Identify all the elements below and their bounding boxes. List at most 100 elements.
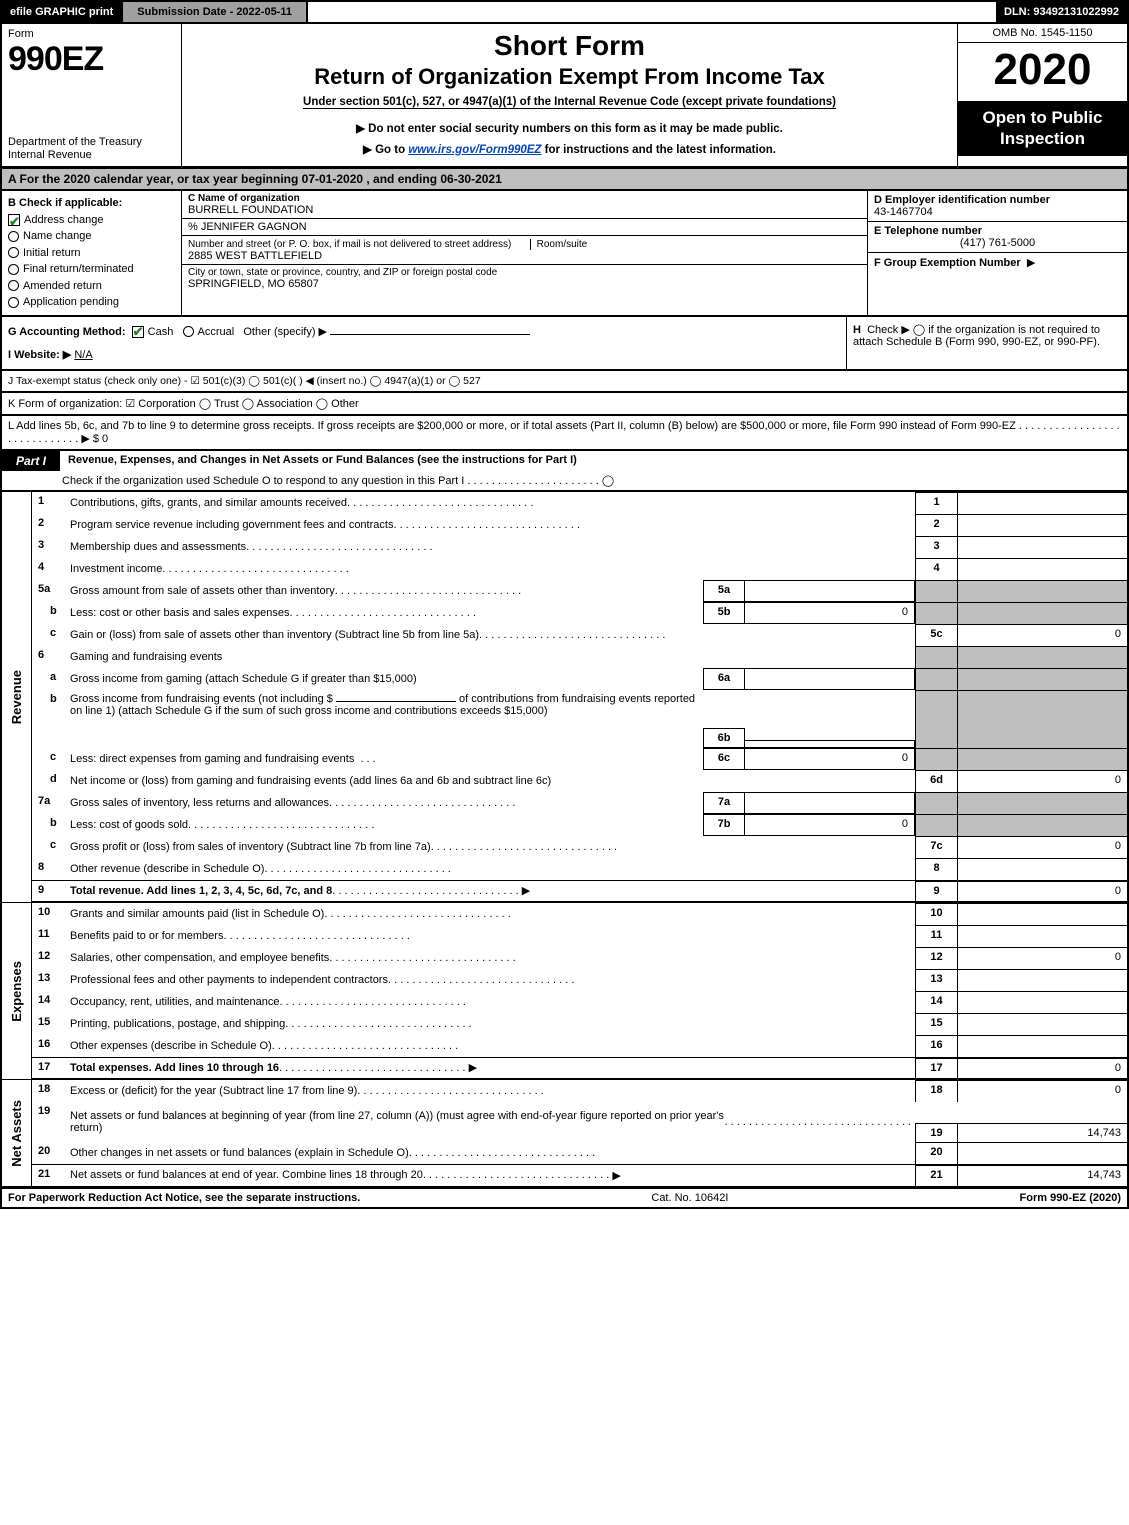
- line-5b-subvalue: 0: [745, 602, 915, 624]
- line-14-label: 14: [915, 991, 957, 1013]
- side-netassets: Net Assets: [2, 1080, 32, 1186]
- line-a-tax-year: A For the 2020 calendar year, or tax yea…: [0, 168, 1129, 191]
- d-ein-row: D Employer identification number 43-1467…: [868, 191, 1127, 222]
- arrow-icon: ▶: [469, 1061, 477, 1074]
- line-7c: c Gross profit or (loss) from sales of i…: [32, 836, 1127, 858]
- line-14-desc: Occupancy, rent, utilities, and maintena…: [66, 991, 915, 1013]
- dept-treasury: Department of the Treasury Internal Reve…: [8, 136, 181, 162]
- header-bullets: ▶ Do not enter social security numbers o…: [190, 119, 949, 160]
- line-9-text: Total revenue. Add lines 1, 2, 3, 4, 5c,…: [70, 885, 332, 897]
- line-6b-desc: Gross income from fundraising events (no…: [66, 690, 703, 748]
- line-14-value: [957, 991, 1127, 1013]
- c-street-row: Number and street (or P. O. box, if mail…: [182, 236, 867, 265]
- line-10-desc: Grants and similar amounts paid (list in…: [66, 903, 915, 925]
- g-accrual: Accrual: [198, 326, 235, 338]
- revenue-lines: 1 Contributions, gifts, grants, and simi…: [32, 492, 1127, 902]
- line-5b: b Less: cost or other basis and sales ex…: [32, 602, 1127, 624]
- efile-print-cell: efile GRAPHIC print: [2, 2, 121, 22]
- line-6a: a Gross income from gaming (attach Sched…: [32, 668, 1127, 690]
- expense-lines: 10 Grants and similar amounts paid (list…: [32, 903, 1127, 1079]
- line-5b-sublabel: 5b: [703, 602, 745, 624]
- line-2: 2 Program service revenue including gove…: [32, 514, 1127, 536]
- header-mid: Short Form Return of Organization Exempt…: [182, 24, 957, 166]
- line-21-label: 21: [915, 1165, 957, 1186]
- line-5b-num: b: [32, 602, 66, 624]
- c-street-label: Number and street (or P. O. box, if mail…: [188, 239, 511, 250]
- line-6a-sublabel: 6a: [703, 668, 745, 690]
- side-revenue: Revenue: [2, 492, 32, 902]
- line-7c-label: 7c: [915, 836, 957, 858]
- h-col: H Check ▶ ◯ if the organization is not r…: [847, 317, 1127, 369]
- line-7c-value: 0: [957, 836, 1127, 858]
- i-website-row: I Website: ▶ N/A: [8, 348, 840, 361]
- line-6c-desc: Less: direct expenses from gaming and fu…: [66, 748, 703, 770]
- i-label: I Website: ▶: [8, 349, 71, 361]
- b-opt-0: Address change: [24, 214, 104, 226]
- line-13: 13 Professional fees and other payments …: [32, 969, 1127, 991]
- short-form-title: Short Form: [190, 30, 949, 62]
- part1-hdr: Part I Revenue, Expenses, and Changes in…: [2, 451, 1127, 471]
- line-17-label: 17: [915, 1058, 957, 1078]
- line-1-value: [957, 492, 1127, 514]
- line-10: 10 Grants and similar amounts paid (list…: [32, 903, 1127, 925]
- line-18-num: 18: [32, 1080, 66, 1102]
- line-6b: b Gross income from fundraising events (…: [32, 690, 1127, 748]
- blank-label: [915, 792, 957, 814]
- line-4-num: 4: [32, 558, 66, 580]
- line-8-num: 8: [32, 858, 66, 880]
- line-7b-text: Less: cost of goods sold: [70, 819, 188, 831]
- radio-icon[interactable]: [8, 280, 19, 291]
- line-15-num: 15: [32, 1013, 66, 1035]
- arrow-icon: ▶: [612, 1169, 620, 1182]
- b-application-pending: Application pending: [8, 294, 175, 311]
- blank-label: [915, 690, 957, 748]
- line-2-text: Program service revenue including govern…: [70, 519, 393, 531]
- b-name-change: Name change: [8, 228, 175, 245]
- radio-icon[interactable]: [183, 326, 194, 337]
- radio-icon[interactable]: [8, 297, 19, 308]
- form-word: Form: [8, 28, 175, 40]
- line-6d-desc: Net income or (loss) from gaming and fun…: [66, 770, 915, 792]
- goto-pre: ▶ Go to: [363, 144, 408, 156]
- website-value: N/A: [74, 349, 92, 361]
- line-3-value: [957, 536, 1127, 558]
- line-5a-subvalue: [745, 580, 915, 602]
- line-19-value: 14,743: [957, 1123, 1127, 1142]
- line-16-value: [957, 1035, 1127, 1057]
- l-gross-receipts: L Add lines 5b, 6c, and 7b to line 9 to …: [0, 416, 1129, 451]
- side-expenses: Expenses: [2, 903, 32, 1079]
- g-label: G Accounting Method:: [8, 326, 126, 338]
- line-16-text: Other expenses (describe in Schedule O): [70, 1040, 272, 1052]
- line-5c-label: 5c: [915, 624, 957, 646]
- radio-icon[interactable]: [8, 231, 19, 242]
- line-4-text: Investment income: [70, 563, 162, 575]
- irs-link[interactable]: www.irs.gov/Form990EZ: [408, 144, 541, 156]
- c-name-row: C Name of organization BURRELL FOUNDATIO…: [182, 191, 867, 219]
- line-17-desc: Total expenses. Add lines 10 through 16 …: [66, 1058, 915, 1078]
- g-cash: Cash: [148, 326, 174, 338]
- bullet-goto: ▶ Go to www.irs.gov/Form990EZ for instru…: [190, 140, 949, 161]
- radio-icon[interactable]: [8, 247, 19, 258]
- line-19: 19 Net assets or fund balances at beginn…: [32, 1102, 1127, 1142]
- line-10-label: 10: [915, 903, 957, 925]
- line-6d-label: 6d: [915, 770, 957, 792]
- submission-date-cell: Submission Date - 2022-05-11: [121, 2, 308, 22]
- line-1-label: 1: [915, 492, 957, 514]
- line-16-num: 16: [32, 1035, 66, 1057]
- line-13-desc: Professional fees and other payments to …: [66, 969, 915, 991]
- line-20: 20 Other changes in net assets or fund b…: [32, 1142, 1127, 1164]
- revenue-group: Revenue 1 Contributions, gifts, grants, …: [2, 492, 1127, 902]
- radio-icon[interactable]: [8, 264, 19, 275]
- checkbox-icon[interactable]: [8, 214, 20, 226]
- ein-value: 43-1467704: [874, 206, 1121, 218]
- bc-def-block: B Check if applicable: Address change Na…: [0, 191, 1129, 317]
- line-15-text: Printing, publications, postage, and shi…: [70, 1018, 285, 1030]
- line-6c: c Less: direct expenses from gaming and …: [32, 748, 1127, 770]
- line-6b-blank: [336, 701, 456, 702]
- line-9-num: 9: [32, 881, 66, 901]
- line-5a-text: Gross amount from sale of assets other t…: [70, 585, 335, 597]
- line-5a-desc: Gross amount from sale of assets other t…: [66, 580, 703, 602]
- part1-check-schedule-o: Check if the organization used Schedule …: [2, 471, 1127, 490]
- checkbox-icon[interactable]: [132, 326, 144, 338]
- line-5a-num: 5a: [32, 580, 66, 602]
